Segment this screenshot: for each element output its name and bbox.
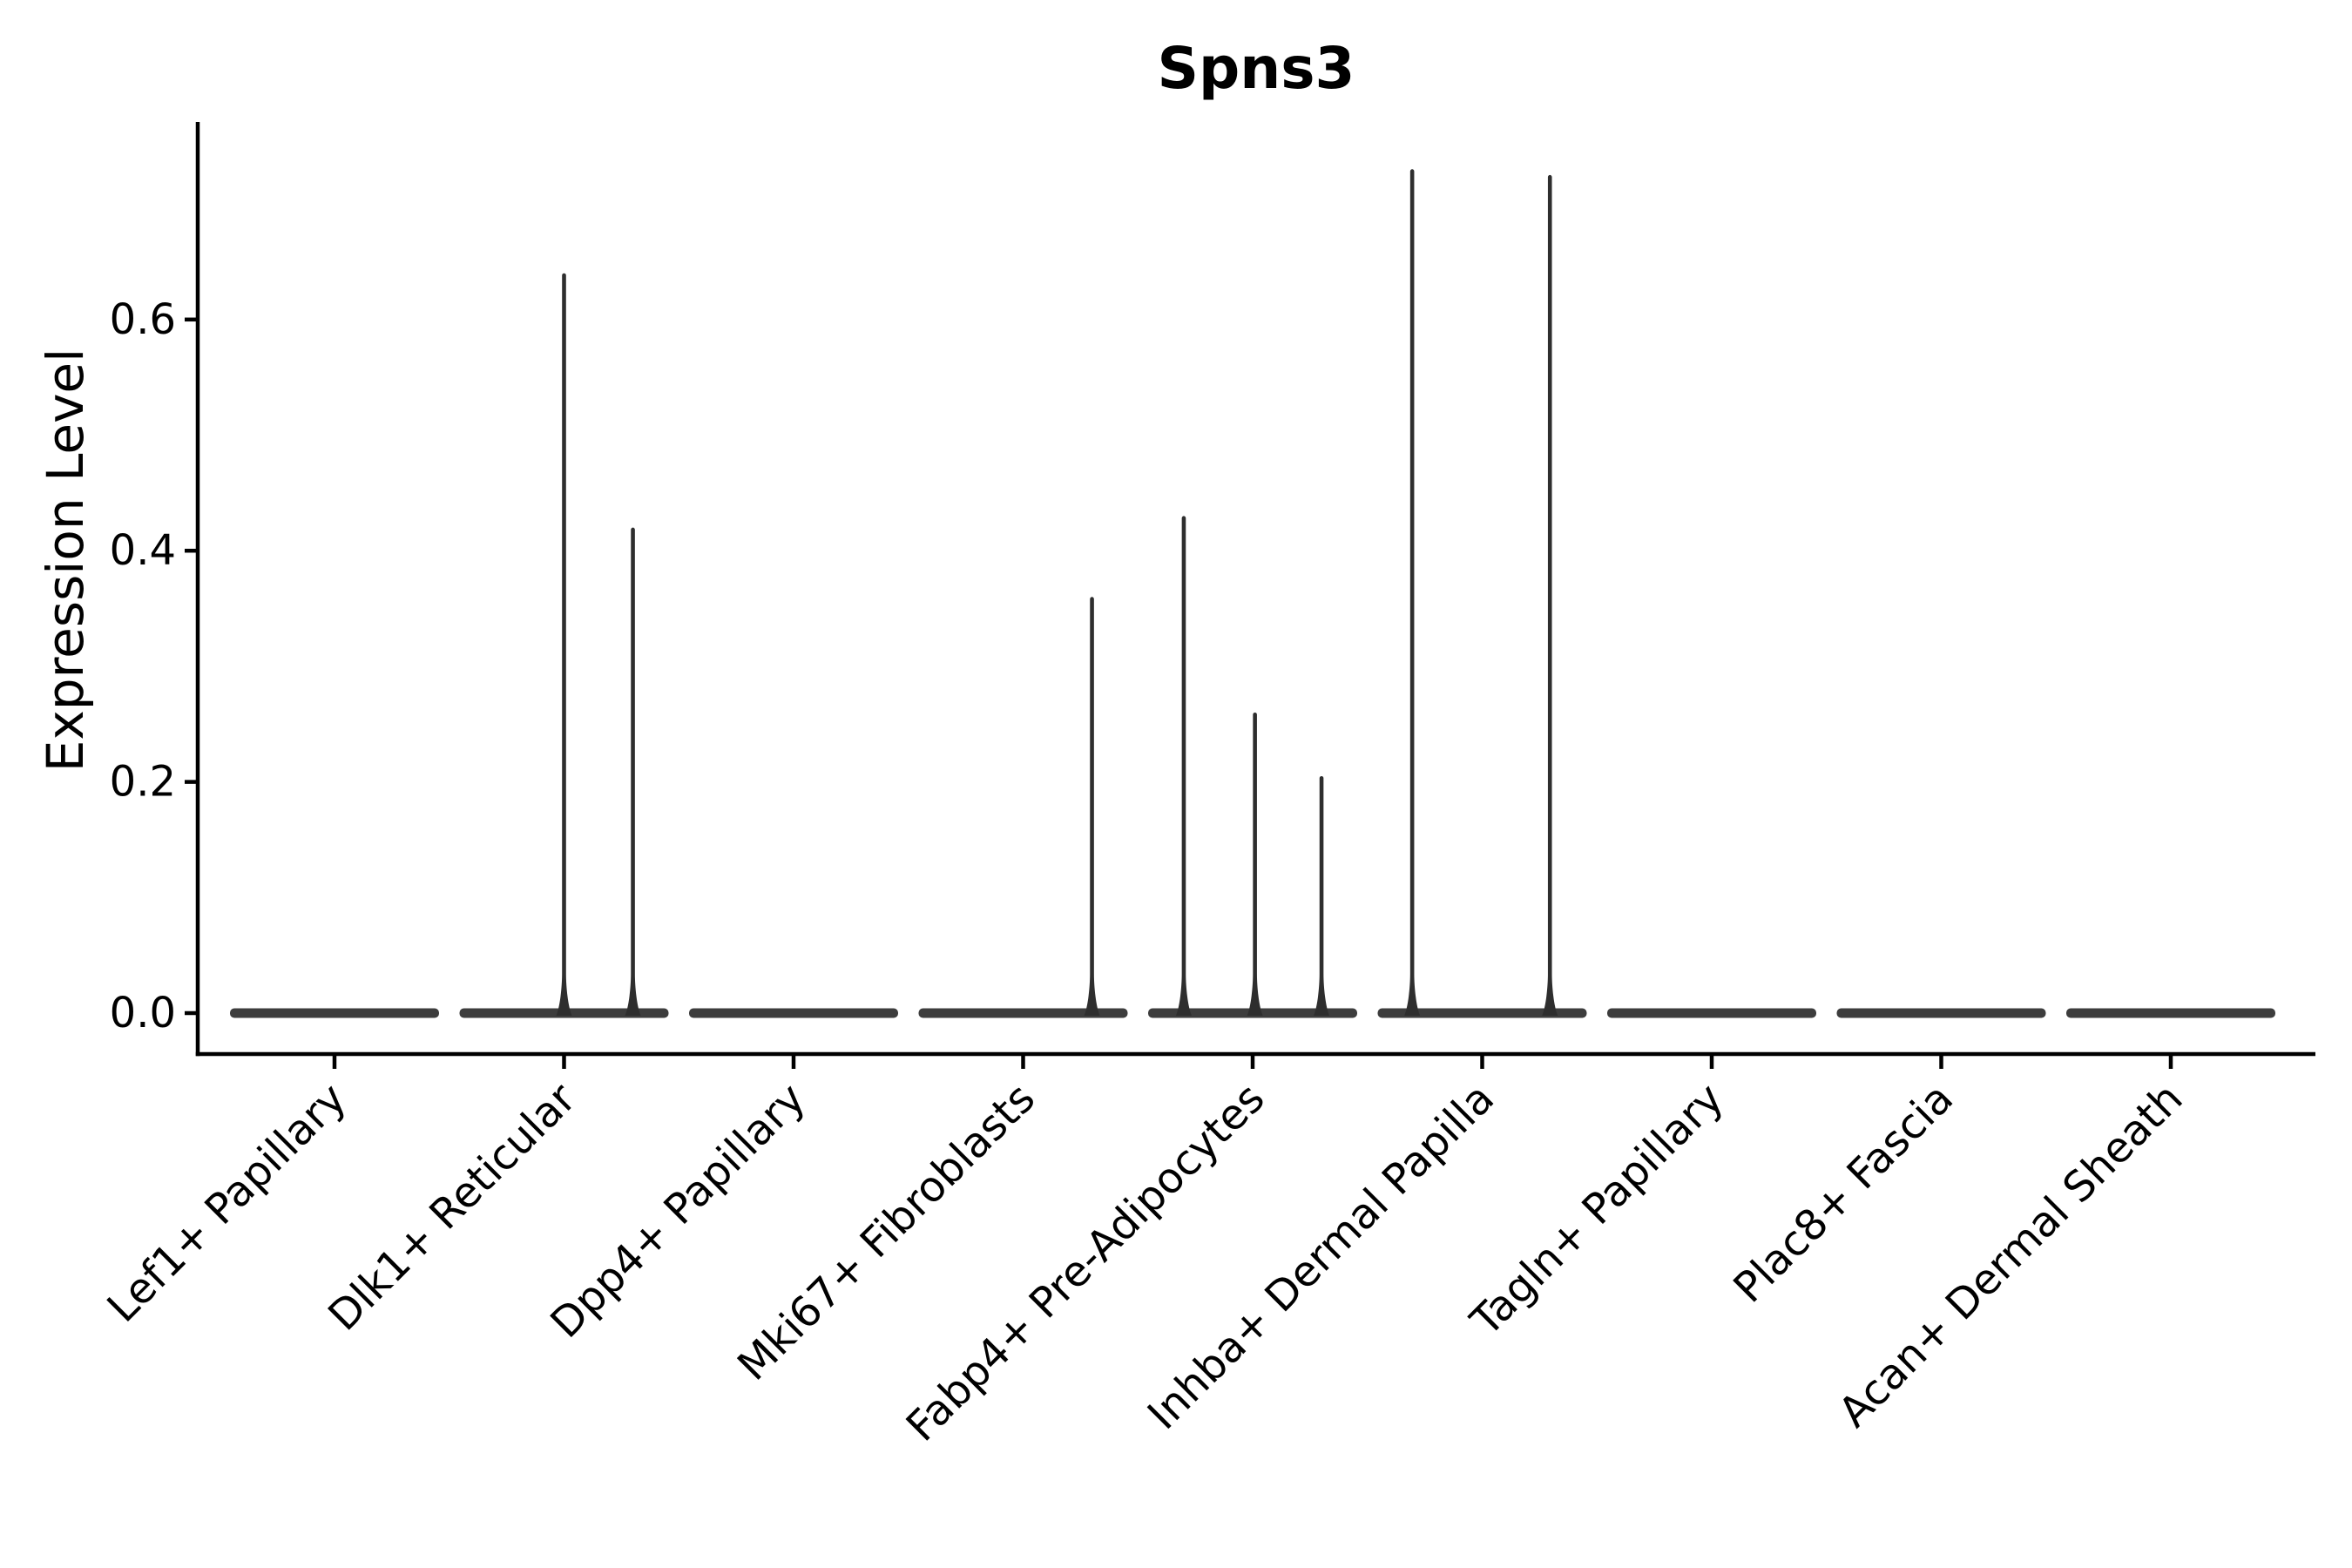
- violin-spike: [1247, 712, 1263, 1016]
- y-tick-label: 0.2: [110, 758, 176, 807]
- violin-spike: [1542, 174, 1558, 1016]
- y-tick-label: 0.4: [110, 526, 176, 575]
- x-tick-label: Lef1+ Papillary: [98, 1074, 356, 1332]
- violin-baseline: [1607, 1008, 1816, 1018]
- y-tick-label: 0.0: [110, 989, 176, 1037]
- x-tick-label: Dpp4+ Papillary: [541, 1074, 814, 1348]
- violin-spike: [625, 527, 641, 1016]
- y-axis-label: Expression Level: [36, 348, 95, 772]
- violin-spike: [1314, 775, 1330, 1016]
- violin-baseline: [1836, 1008, 2046, 1018]
- x-tick-label: Dlk1+ Reticular: [319, 1074, 585, 1341]
- violin-spike: [1084, 597, 1100, 1016]
- violin-spike: [556, 273, 572, 1016]
- violin-baseline: [1377, 1008, 1587, 1018]
- violin-spike: [1404, 169, 1421, 1017]
- y-tick-label: 0.6: [110, 295, 176, 344]
- chart-title: Spns3: [1158, 35, 1355, 102]
- violin-baseline: [230, 1008, 439, 1018]
- violin-layer: [230, 169, 2275, 1018]
- violin-baseline: [689, 1008, 898, 1018]
- violin-spike: [1175, 516, 1192, 1016]
- violin-baseline: [918, 1008, 1128, 1018]
- x-tick-label: Tagln+ Papillary: [1461, 1074, 1733, 1346]
- violin-baseline: [2066, 1008, 2275, 1018]
- x-tick-label: Plac8+ Fascia: [1724, 1074, 1963, 1313]
